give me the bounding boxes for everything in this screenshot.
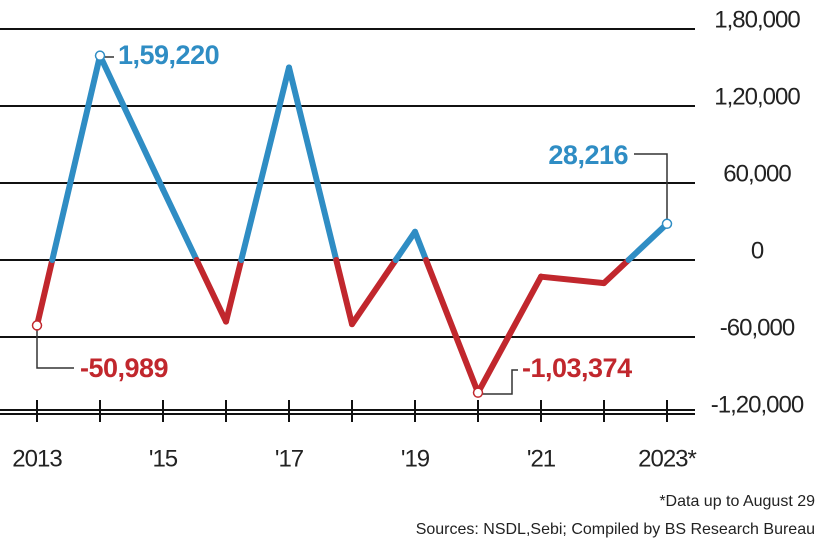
leader-line — [478, 369, 518, 395]
line-piece — [423, 257, 481, 396]
y-tick-label: 0 — [751, 237, 764, 264]
data-label: -1,03,374 — [522, 353, 632, 383]
data-label: -50,989 — [80, 353, 169, 383]
line-segment — [34, 52, 103, 329]
leader-line — [634, 153, 668, 222]
point — [472, 387, 484, 398]
line-segment — [223, 64, 292, 325]
line-piece — [238, 64, 292, 263]
line-piece — [34, 257, 56, 329]
line-piece — [286, 64, 340, 263]
line-segment — [97, 52, 166, 193]
line-segment — [412, 228, 481, 396]
line-segment — [475, 273, 544, 396]
x-tick-label: '21 — [527, 445, 556, 472]
line-segment — [349, 228, 418, 328]
footnote: *Data up to August 29 — [659, 493, 815, 510]
line-segment — [160, 186, 229, 325]
y-tick-label: 60,000 — [723, 160, 791, 187]
line-piece — [625, 220, 670, 263]
x-tick-label: 2023* — [638, 445, 696, 472]
line-piece — [392, 228, 418, 263]
line-segment — [286, 64, 355, 328]
y-tick-label: -1,20,000 — [711, 391, 804, 418]
y-tick-label: 1,80,000 — [714, 6, 800, 33]
source-note: Sources: NSDL,Sebi; Compiled by BS Resea… — [416, 521, 815, 538]
line-piece — [223, 257, 245, 325]
line-piece — [601, 257, 632, 287]
data-label: 1,59,220 — [118, 40, 219, 70]
point — [94, 50, 106, 61]
line-piece — [97, 52, 166, 193]
point — [31, 320, 43, 331]
line-piece — [412, 228, 430, 263]
data-label: 28,216 — [548, 140, 628, 170]
line-segment — [538, 273, 607, 287]
line-piece — [333, 257, 355, 328]
line-piece — [349, 257, 399, 328]
line-piece — [538, 273, 607, 287]
line-piece — [49, 52, 103, 263]
line-segment — [601, 220, 670, 287]
line-piece — [160, 186, 200, 263]
leader-line — [36, 330, 74, 369]
x-tick-label: '17 — [275, 445, 304, 472]
y-tick-label: -60,000 — [720, 314, 795, 341]
line-piece — [475, 273, 544, 396]
point — [661, 218, 673, 230]
x-tick-label: 2013 — [12, 445, 62, 472]
line-piece — [193, 257, 229, 325]
y-tick-label: 1,20,000 — [714, 83, 800, 110]
x-tick-label: '15 — [149, 445, 178, 472]
x-tick-label: '19 — [401, 445, 430, 472]
